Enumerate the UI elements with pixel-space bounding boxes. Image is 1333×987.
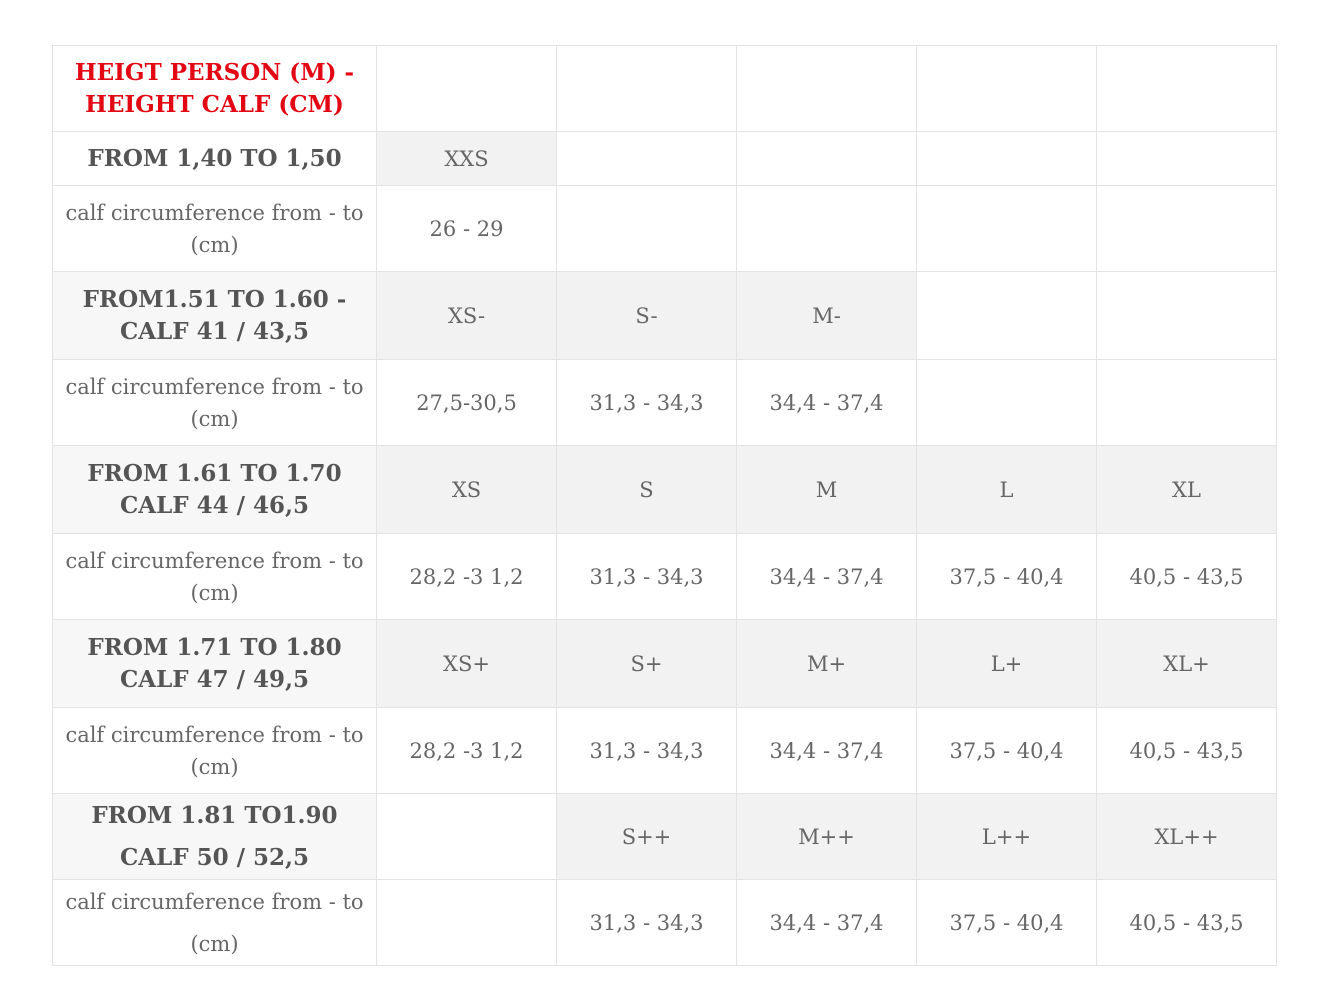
circumference-cell: 28,2 -3 1,2 bbox=[376, 533, 557, 620]
size-cell: M++ bbox=[736, 793, 917, 880]
circumference-row: calf circumference from - to (cm) 27,5-3… bbox=[52, 359, 1277, 446]
size-cell: M bbox=[736, 445, 917, 534]
header-empty-cell bbox=[916, 45, 1097, 132]
circumference-cell: 37,5 - 40,4 bbox=[916, 879, 1097, 966]
circumference-label: calf circumference from - to (cm) bbox=[52, 533, 377, 620]
circumference-cell: 28,2 -3 1,2 bbox=[376, 707, 557, 794]
circumference-cell: 31,3 - 34,3 bbox=[556, 707, 737, 794]
size-cell bbox=[736, 131, 917, 186]
circumference-cell: 34,4 - 37,4 bbox=[736, 707, 917, 794]
circumference-cell: 40,5 - 43,5 bbox=[1096, 533, 1277, 620]
size-cell: XL bbox=[1096, 445, 1277, 534]
circumference-cell: 31,3 - 34,3 bbox=[556, 879, 737, 966]
circumference-cell: 40,5 - 43,5 bbox=[1096, 879, 1277, 966]
size-row: FROM 1.61 TO 1.70 CALF 44 / 46,5 XS S M … bbox=[52, 445, 1277, 534]
header-empty-cell bbox=[1096, 45, 1277, 132]
size-row: FROM 1,40 TO 1,50 XXS bbox=[52, 131, 1277, 186]
circumference-cell bbox=[916, 185, 1097, 272]
size-row: FROM 1.81 TO1.90 CALF 50 / 52,5 S++ M++ … bbox=[52, 793, 1277, 880]
height-range-label: FROM 1.81 TO1.90 CALF 50 / 52,5 bbox=[52, 793, 377, 880]
size-cell: S+ bbox=[556, 619, 737, 708]
circumference-label: calf circumference from - to (cm) bbox=[52, 707, 377, 794]
size-cell bbox=[916, 131, 1097, 186]
circumference-row: calf circumference from - to (cm) 26 - 2… bbox=[52, 185, 1277, 272]
size-row: FROM 1.71 TO 1.80 CALF 47 / 49,5 XS+ S+ … bbox=[52, 619, 1277, 708]
circumference-cell bbox=[376, 879, 557, 966]
circumference-row: calf circumference from - to (cm) 31,3 -… bbox=[52, 879, 1277, 966]
size-cell: L++ bbox=[916, 793, 1097, 880]
size-chart-table: HEIGT PERSON (M) - HEIGHT CALF (CM) FROM… bbox=[52, 45, 1277, 966]
size-cell: M- bbox=[736, 271, 917, 360]
circumference-cell: 34,4 - 37,4 bbox=[736, 359, 917, 446]
size-row: FROM1.51 TO 1.60 - CALF 41 / 43,5 XS- S-… bbox=[52, 271, 1277, 360]
size-cell bbox=[556, 131, 737, 186]
size-cell: M+ bbox=[736, 619, 917, 708]
size-cell bbox=[916, 271, 1097, 360]
size-cell bbox=[1096, 131, 1277, 186]
size-cell: XS+ bbox=[376, 619, 557, 708]
header-empty-cell bbox=[736, 45, 917, 132]
height-range-label: FROM 1.61 TO 1.70 CALF 44 / 46,5 bbox=[52, 445, 377, 534]
circumference-row: calf circumference from - to (cm) 28,2 -… bbox=[52, 533, 1277, 620]
size-cell: XXS bbox=[376, 131, 557, 186]
height-range-label: FROM 1,40 TO 1,50 bbox=[52, 131, 377, 186]
circumference-cell: 31,3 - 34,3 bbox=[556, 533, 737, 620]
circumference-cell bbox=[556, 185, 737, 272]
circumference-cell bbox=[1096, 359, 1277, 446]
header-empty-cell bbox=[556, 45, 737, 132]
size-cell: L bbox=[916, 445, 1097, 534]
size-cell: S++ bbox=[556, 793, 737, 880]
size-cell: S bbox=[556, 445, 737, 534]
circumference-row: calf circumference from - to (cm) 28,2 -… bbox=[52, 707, 1277, 794]
circumference-label: calf circumference from - to (cm) bbox=[52, 879, 377, 966]
height-range-label: FROM 1.71 TO 1.80 CALF 47 / 49,5 bbox=[52, 619, 377, 708]
size-cell bbox=[1096, 271, 1277, 360]
height-range-label: FROM1.51 TO 1.60 - CALF 41 / 43,5 bbox=[52, 271, 377, 360]
size-cell: XL++ bbox=[1096, 793, 1277, 880]
circumference-label: calf circumference from - to (cm) bbox=[52, 185, 377, 272]
circumference-cell: 31,3 - 34,3 bbox=[556, 359, 737, 446]
size-cell: XS- bbox=[376, 271, 557, 360]
table-header-row: HEIGT PERSON (M) - HEIGHT CALF (CM) bbox=[52, 45, 1277, 132]
circumference-label: calf circumference from - to (cm) bbox=[52, 359, 377, 446]
size-cell bbox=[376, 793, 557, 880]
size-cell: XL+ bbox=[1096, 619, 1277, 708]
circumference-cell: 40,5 - 43,5 bbox=[1096, 707, 1277, 794]
circumference-cell: 37,5 - 40,4 bbox=[916, 707, 1097, 794]
circumference-cell bbox=[1096, 185, 1277, 272]
circumference-cell: 26 - 29 bbox=[376, 185, 557, 272]
size-cell: XS bbox=[376, 445, 557, 534]
circumference-cell: 37,5 - 40,4 bbox=[916, 533, 1097, 620]
circumference-cell bbox=[916, 359, 1097, 446]
header-empty-cell bbox=[376, 45, 557, 132]
circumference-cell: 34,4 - 37,4 bbox=[736, 879, 917, 966]
circumference-cell: 27,5-30,5 bbox=[376, 359, 557, 446]
circumference-cell: 34,4 - 37,4 bbox=[736, 533, 917, 620]
table-header-title: HEIGT PERSON (M) - HEIGHT CALF (CM) bbox=[52, 45, 377, 132]
size-cell: S- bbox=[556, 271, 737, 360]
size-cell: L+ bbox=[916, 619, 1097, 708]
circumference-cell bbox=[736, 185, 917, 272]
